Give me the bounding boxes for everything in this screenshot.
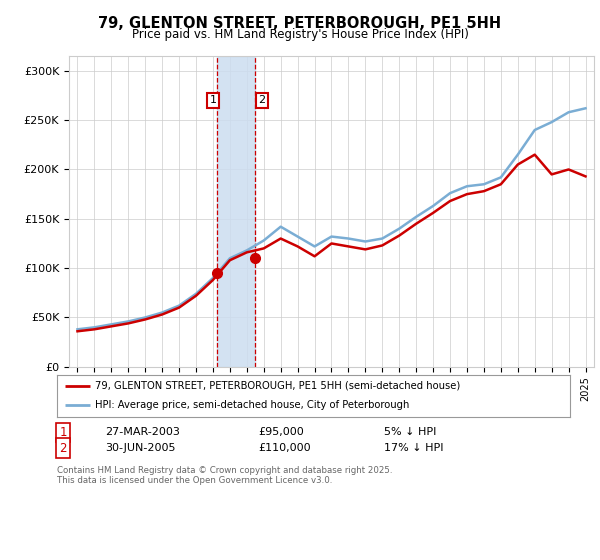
Text: 79, GLENTON STREET, PETERBOROUGH, PE1 5HH (semi-detached house): 79, GLENTON STREET, PETERBOROUGH, PE1 5H… [95,381,461,391]
Text: 1: 1 [209,95,217,105]
Text: HPI: Average price, semi-detached house, City of Peterborough: HPI: Average price, semi-detached house,… [95,400,410,410]
Text: 2: 2 [259,95,266,105]
Text: 17% ↓ HPI: 17% ↓ HPI [384,443,443,453]
Text: 79, GLENTON STREET, PETERBOROUGH, PE1 5HH: 79, GLENTON STREET, PETERBOROUGH, PE1 5H… [98,16,502,31]
Text: £110,000: £110,000 [258,443,311,453]
Text: 2: 2 [59,441,67,455]
Text: 30-JUN-2005: 30-JUN-2005 [105,443,176,453]
Bar [217,56,255,367]
Text: 5% ↓ HPI: 5% ↓ HPI [384,427,436,437]
Text: 1: 1 [59,426,67,439]
Text: Contains HM Land Registry data © Crown copyright and database right 2025.
This d: Contains HM Land Registry data © Crown c… [57,466,392,486]
Text: 27-MAR-2003: 27-MAR-2003 [105,427,180,437]
Text: Price paid vs. HM Land Registry's House Price Index (HPI): Price paid vs. HM Land Registry's House … [131,28,469,41]
Text: £95,000: £95,000 [258,427,304,437]
